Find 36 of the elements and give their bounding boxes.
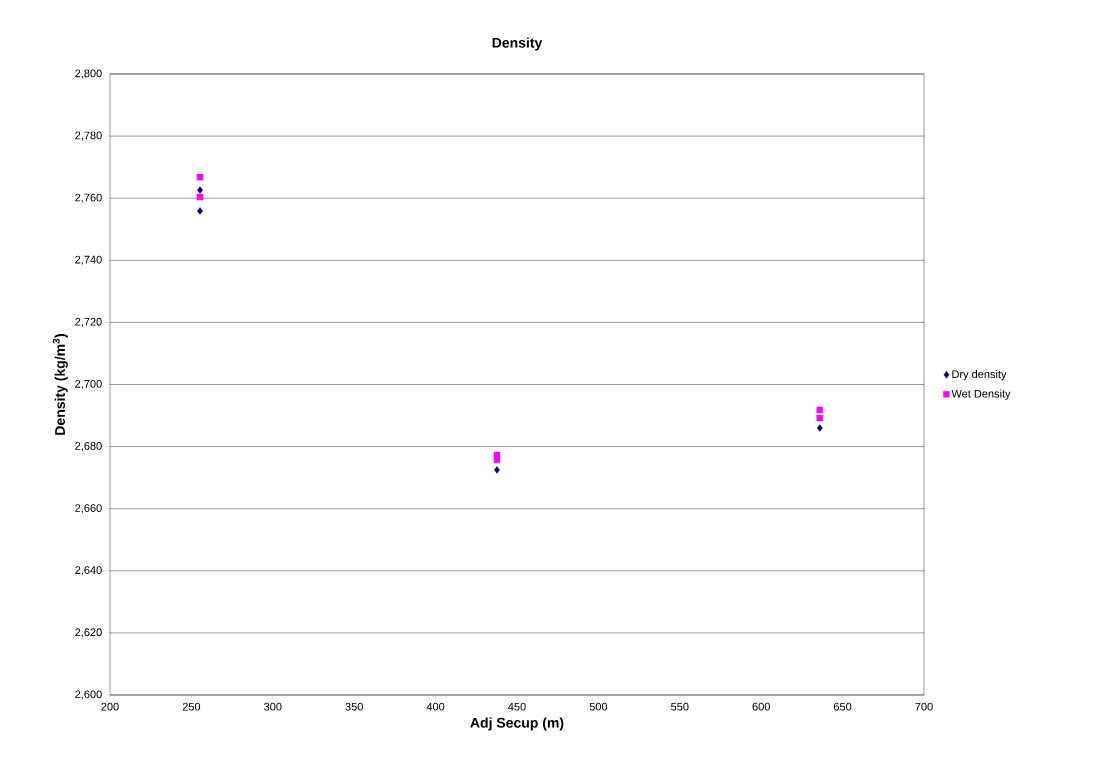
y-tick-label: 2,620 <box>75 628 102 638</box>
point <box>494 466 500 474</box>
x-tick-label: 600 <box>752 702 770 711</box>
point <box>493 456 501 464</box>
x-tick-label: 300 <box>264 702 282 711</box>
point <box>196 173 204 181</box>
x-tick-label: 500 <box>589 702 608 711</box>
x-tick-label: 200 <box>101 702 119 711</box>
legend-label: Dry density <box>952 370 1007 381</box>
point <box>816 424 823 432</box>
y-tick-label: 2,680 <box>75 442 102 452</box>
y-axis-title: Density (kg/m$^{3}$) <box>52 333 68 435</box>
y-tick-label: 2,720 <box>75 317 102 327</box>
y-tick-label: 2,740 <box>75 255 102 265</box>
point <box>197 186 203 194</box>
point <box>196 193 204 201</box>
x-axis-title: Adj Secup (m) <box>470 717 564 731</box>
legend-label: Wet Density <box>951 389 1011 400</box>
y-tick-label: 2,700 <box>75 379 102 390</box>
x-tick-label: 250 <box>182 702 201 711</box>
x-tick-label: 550 <box>671 702 689 711</box>
y-tick-label: 2,800 <box>75 69 102 79</box>
point <box>816 414 823 422</box>
point <box>197 207 203 215</box>
chart-title: Density <box>492 37 543 51</box>
x-tick-label: 450 <box>508 702 526 711</box>
x-tick-label: 350 <box>345 702 363 711</box>
y-tick-label: 2,780 <box>75 131 102 141</box>
x-tick-label: 700 <box>915 702 933 711</box>
x-tick-label: 400 <box>426 702 445 711</box>
y-tick-label: 2,600 <box>75 690 102 700</box>
y-tick-label: 2,760 <box>75 193 102 203</box>
y-tick-label: 2,640 <box>75 566 102 576</box>
y-tick-label: 2,660 <box>75 504 102 514</box>
point <box>816 406 823 414</box>
x-tick-label: 650 <box>833 702 852 711</box>
